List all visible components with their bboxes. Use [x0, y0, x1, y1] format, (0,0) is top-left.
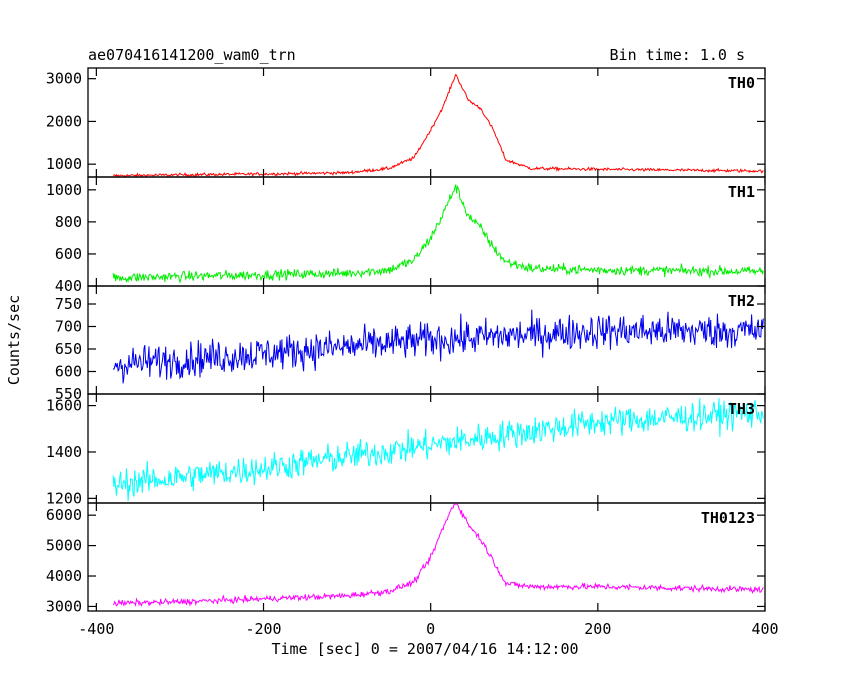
- series-line-th1: [112, 184, 764, 284]
- y-tick-label-th3: 1600: [46, 397, 82, 415]
- panel-frame-th0: [87, 67, 766, 178]
- x-axis-label: Time [sec] 0 = 2007/04/16 14:12:00: [271, 640, 578, 658]
- y-tick-label-th3: 1200: [46, 489, 82, 507]
- bin-time-label: Bin time: 1.0 s: [610, 46, 745, 64]
- y-tick-label-th0123: 5000: [46, 537, 82, 555]
- x-tick-label: 0: [426, 620, 435, 638]
- y-tick-label-th0: 2000: [46, 112, 82, 130]
- panel-label-th2: TH2: [728, 292, 755, 310]
- y-tick-label-th0123: 4000: [46, 567, 82, 585]
- y-tick-label-th3: 1400: [46, 443, 82, 461]
- panel-frame-th0123: [87, 502, 766, 612]
- series-line-th0: [112, 73, 764, 178]
- series-line-th0123: [112, 503, 764, 607]
- x-tick-label: -200: [245, 620, 281, 638]
- series-line-th2: [112, 309, 764, 384]
- y-tick-label-th1: 600: [55, 245, 82, 263]
- panel-label-th0123: TH0123: [701, 509, 755, 527]
- y-tick-label-th1: 400: [55, 277, 82, 295]
- y-tick-label-th0: 3000: [46, 70, 82, 88]
- y-tick-label-th2: 600: [55, 363, 82, 381]
- y-tick-label-th0123: 6000: [46, 506, 82, 524]
- panel-label-th3: TH3: [728, 400, 755, 418]
- y-tick-label-th2: 550: [55, 385, 82, 403]
- chart-title: ae070416141200_wam0_trn: [88, 46, 296, 64]
- panel-label-th1: TH1: [728, 183, 755, 201]
- series-line-th3: [112, 398, 764, 502]
- y-tick-label-th2: 650: [55, 340, 82, 358]
- y-tick-label-th1: 1000: [46, 181, 82, 199]
- x-tick-label: 200: [584, 620, 611, 638]
- y-tick-label-th1: 800: [55, 213, 82, 231]
- y-tick-label-th0123: 3000: [46, 597, 82, 615]
- panel-label-th0: TH0: [728, 74, 755, 92]
- y-axis-label: Counts/sec: [5, 295, 23, 385]
- x-tick-label: -400: [78, 620, 114, 638]
- x-tick-label: 400: [751, 620, 778, 638]
- y-tick-label-th0: 1000: [46, 155, 82, 173]
- y-tick-label-th2: 700: [55, 318, 82, 336]
- y-tick-label-th2: 750: [55, 295, 82, 313]
